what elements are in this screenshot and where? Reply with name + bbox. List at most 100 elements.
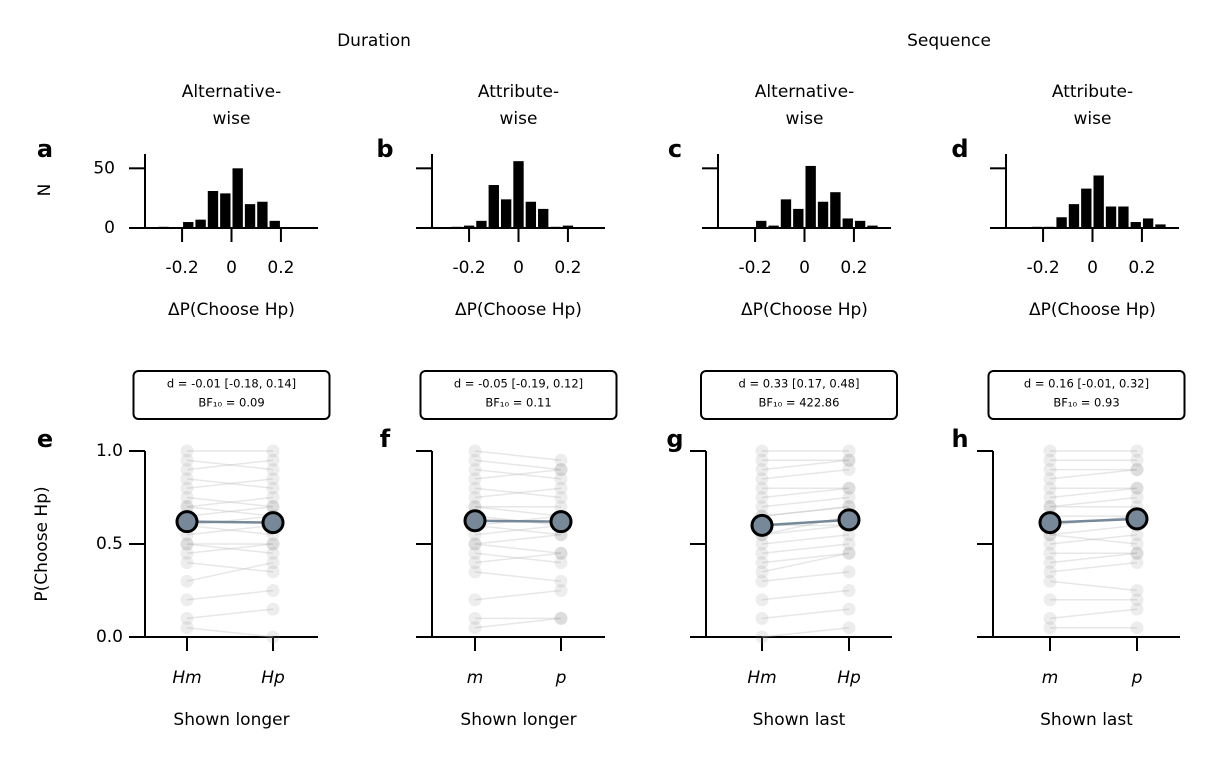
histogram-bar xyxy=(867,225,878,228)
panel-letter: c xyxy=(668,135,682,163)
x-axis-label: Shown last xyxy=(1040,710,1133,730)
histogram-bar xyxy=(805,165,816,228)
subject-dot xyxy=(554,546,568,560)
subject-line xyxy=(186,459,274,471)
subject-line xyxy=(761,543,850,555)
subject-dot xyxy=(468,463,482,477)
mean-dot xyxy=(750,513,774,537)
mean-line xyxy=(474,519,562,523)
histogram-bar xyxy=(562,225,574,228)
histogram-bar xyxy=(476,220,487,228)
subject-dot xyxy=(180,481,194,495)
histogram-bar xyxy=(854,220,866,228)
x-tick-label: 0.2 xyxy=(554,258,581,278)
subject-dot xyxy=(468,621,482,635)
subject-dot xyxy=(1043,500,1057,514)
subject-dot xyxy=(180,611,194,625)
histogram-bar xyxy=(244,204,256,228)
mean-dot xyxy=(837,508,861,532)
subject-dot xyxy=(180,537,194,551)
subject-dot xyxy=(1130,537,1144,551)
y-tick-label: 50 xyxy=(93,158,115,178)
panel-letter: a xyxy=(37,135,53,163)
subject-dot xyxy=(1043,453,1057,467)
subject-line xyxy=(761,515,850,536)
mean-dot xyxy=(549,510,573,534)
subject-dot xyxy=(755,472,769,486)
subject-dot xyxy=(1043,611,1057,625)
histogram-bar xyxy=(232,168,243,228)
subject-dot xyxy=(755,546,769,560)
subject-dot xyxy=(468,556,482,570)
panel-letter: g xyxy=(666,425,683,453)
subject-dot xyxy=(554,463,568,477)
mean-line xyxy=(1049,517,1138,524)
subject-dot xyxy=(554,463,568,477)
y-axis-label: N xyxy=(35,184,55,197)
subject-line xyxy=(474,543,562,555)
subject-line xyxy=(474,617,562,629)
subject-line xyxy=(186,561,274,573)
x-tick-label: Hm xyxy=(172,668,201,688)
subject-line xyxy=(1049,468,1138,480)
subject-dot xyxy=(1043,463,1057,477)
subject-line xyxy=(474,487,562,499)
stats-box xyxy=(132,370,331,420)
histogram-bar xyxy=(830,192,841,228)
subject-dot xyxy=(266,537,280,551)
histogram-bar xyxy=(500,199,512,228)
subject-dot xyxy=(755,481,769,495)
mean-dot xyxy=(261,511,285,535)
subject-dot xyxy=(755,453,769,467)
histogram-bar xyxy=(1044,226,1055,228)
subject-line xyxy=(761,468,850,480)
x-axis-label: Shown longer xyxy=(460,710,576,730)
stats-text: d = -0.05 [-0.19, 0.12] xyxy=(454,377,583,391)
subject-dot xyxy=(842,602,856,616)
mean-dot xyxy=(463,509,487,533)
stats-text: BF₁₀ = 0.93 xyxy=(1053,396,1119,410)
x-tick-label: -0.2 xyxy=(1026,258,1059,278)
stats-box xyxy=(700,370,898,420)
histogram-bar xyxy=(513,161,524,228)
x-axis-label: Shown longer xyxy=(173,710,289,730)
stats-text: BF₁₀ = 0.11 xyxy=(485,396,551,410)
subject-line xyxy=(761,589,850,601)
x-tick-label: -0.2 xyxy=(738,258,771,278)
subject-dot xyxy=(1130,602,1144,616)
subject-dot xyxy=(180,453,194,467)
histogram-bar xyxy=(550,226,561,228)
subject-dot xyxy=(266,491,280,504)
subject-dot xyxy=(842,621,856,635)
subject-dot xyxy=(1043,593,1057,607)
subject-dot xyxy=(266,500,280,514)
x-axis-label: ΔP(Choose Hp) xyxy=(168,300,295,320)
subject-dot xyxy=(1043,574,1057,588)
subject-dot xyxy=(554,472,568,486)
subject-dot xyxy=(180,574,194,588)
x-tick-label: m xyxy=(1042,668,1059,688)
subject-line xyxy=(186,496,274,508)
subject-line xyxy=(761,626,850,638)
subject-dot xyxy=(755,444,769,458)
histogram-bar xyxy=(488,185,499,228)
subject-dot xyxy=(180,546,194,560)
subject-dot xyxy=(554,546,568,560)
subject-dot xyxy=(1130,528,1144,542)
subject-dot xyxy=(1130,481,1144,495)
stats-text: d = 0.16 [-0.01, 0.32] xyxy=(1024,377,1149,391)
subject-dot xyxy=(180,500,194,514)
subject-dot xyxy=(266,630,280,644)
subject-dot xyxy=(755,537,769,551)
x-tick-label: -0.2 xyxy=(452,258,485,278)
subject-dot xyxy=(180,444,194,458)
mean-line xyxy=(761,518,850,527)
subject-dot xyxy=(468,546,482,560)
subject-line xyxy=(474,468,562,480)
panel-title: wise xyxy=(500,109,538,129)
subject-dot xyxy=(1043,444,1057,458)
subject-dot xyxy=(554,500,568,514)
mean-dot xyxy=(1125,507,1149,531)
subject-line xyxy=(186,589,274,601)
subject-dot xyxy=(468,444,482,458)
